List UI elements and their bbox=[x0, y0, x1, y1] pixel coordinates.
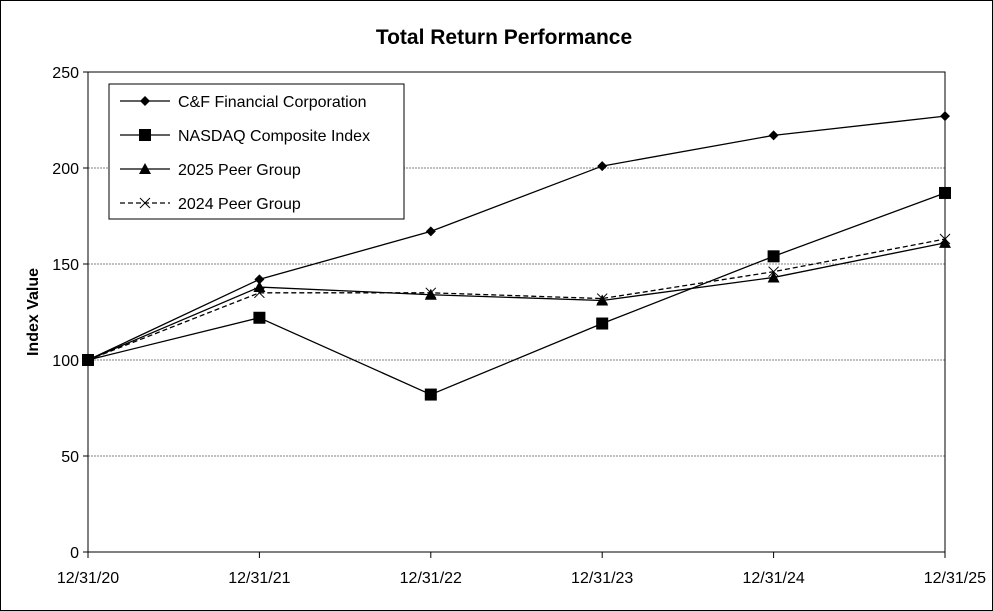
data-point bbox=[424, 288, 437, 300]
legend: C&F Financial Corporation NASDAQ Composit… bbox=[108, 83, 405, 220]
y-tick-label: 50 bbox=[61, 449, 79, 466]
chart-title: Total Return Performance bbox=[376, 26, 632, 49]
legend-marker bbox=[139, 197, 151, 209]
y-tick-label: 100 bbox=[52, 353, 79, 370]
data-point bbox=[768, 130, 779, 141]
series-2 bbox=[82, 186, 951, 401]
legend-item-1: C&F Financial Corporation bbox=[120, 94, 367, 111]
data-point bbox=[82, 354, 94, 366]
plot-area bbox=[87, 71, 946, 553]
legend-label: 2024 Peer Group bbox=[178, 196, 301, 213]
y-tick-label: 0 bbox=[70, 545, 79, 562]
series-line bbox=[87, 192, 946, 396]
data-point bbox=[939, 186, 951, 199]
axes: 0 50 100 150 200 250 12/31/20 12/31/21 12/31/22 1… bbox=[52, 65, 986, 587]
y-tick-label: 150 bbox=[52, 257, 79, 274]
data-point bbox=[254, 274, 265, 285]
legend-marker bbox=[139, 129, 151, 141]
legend-marker bbox=[139, 163, 151, 174]
data-point bbox=[939, 236, 951, 248]
legend-item-3: 2025 Peer Group bbox=[120, 162, 301, 179]
y-axis-label: Index Value bbox=[25, 268, 42, 356]
legend-label: C&F Financial Corporation bbox=[178, 94, 367, 111]
x-tick-label: 12/31/21 bbox=[228, 570, 290, 587]
data-point bbox=[596, 294, 609, 306]
data-point bbox=[767, 250, 780, 263]
y-tick-label: 200 bbox=[52, 161, 79, 178]
legend-item-2: NASDAQ Composite Index bbox=[120, 128, 370, 145]
data-point bbox=[597, 161, 608, 172]
data-point bbox=[425, 226, 436, 237]
data-point bbox=[596, 317, 609, 330]
series-line bbox=[87, 238, 946, 361]
x-tick-label: 12/31/25 bbox=[924, 570, 986, 587]
legend-box bbox=[108, 83, 405, 220]
x-tick-label: 12/31/23 bbox=[571, 570, 633, 587]
x-marker-stroke bbox=[139, 197, 151, 209]
data-point bbox=[253, 281, 266, 293]
legend-marker bbox=[140, 96, 150, 106]
series-4 bbox=[82, 233, 951, 366]
data-point bbox=[940, 111, 950, 122]
x-tick-label: 12/31/20 bbox=[57, 570, 119, 587]
legend-item-4: 2024 Peer Group bbox=[120, 196, 301, 213]
data-point bbox=[424, 388, 437, 401]
data-point bbox=[767, 271, 780, 283]
data-point bbox=[253, 311, 266, 324]
x-tick-label: 12/31/24 bbox=[742, 570, 804, 587]
y-tick-label: 250 bbox=[52, 65, 79, 82]
x-tick-label: 12/31/22 bbox=[400, 570, 462, 587]
legend-label: NASDAQ Composite Index bbox=[178, 128, 370, 145]
legend-label: 2025 Peer Group bbox=[178, 162, 301, 179]
series-group bbox=[82, 111, 951, 401]
series-line bbox=[87, 115, 946, 361]
series-line bbox=[87, 242, 946, 361]
